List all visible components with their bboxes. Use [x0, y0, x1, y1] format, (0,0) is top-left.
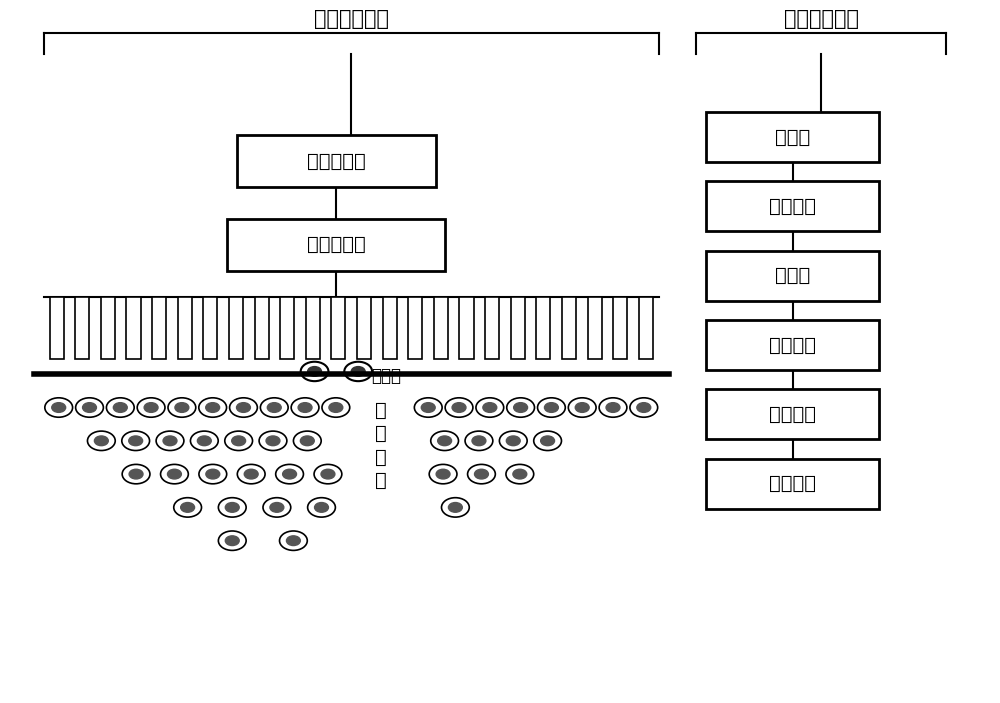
Circle shape [475, 469, 488, 479]
Circle shape [232, 436, 246, 446]
Bar [706, 320, 879, 370]
Circle shape [283, 469, 297, 479]
Circle shape [315, 503, 328, 512]
Bar [536, 297, 550, 359]
Circle shape [225, 503, 239, 512]
Text: 数据转换: 数据转换 [769, 197, 816, 216]
Bar [229, 297, 243, 359]
Circle shape [266, 436, 280, 446]
Bar [639, 297, 653, 359]
Bar [75, 297, 89, 359]
Circle shape [472, 436, 486, 446]
Bar [178, 297, 192, 359]
Bar [588, 297, 602, 359]
Text: 预处理: 预处理 [775, 266, 810, 285]
Text: 电极转换器: 电极转换器 [307, 235, 366, 254]
Bar [459, 297, 474, 359]
Bar [706, 459, 879, 509]
Circle shape [197, 436, 211, 446]
Circle shape [329, 403, 343, 413]
Text: 二维反演: 二维反演 [769, 405, 816, 424]
Bar [101, 297, 115, 359]
Circle shape [129, 469, 143, 479]
Bar [511, 297, 525, 359]
Text: 电极系: 电极系 [371, 367, 401, 385]
Circle shape [637, 403, 651, 413]
Bar [126, 297, 141, 359]
Circle shape [167, 469, 181, 479]
Circle shape [244, 469, 258, 479]
Bar [383, 297, 397, 359]
Bar [706, 251, 879, 301]
Circle shape [308, 366, 322, 376]
Bar [357, 297, 371, 359]
Text: 计算机: 计算机 [775, 127, 810, 146]
Circle shape [163, 436, 177, 446]
Bar [562, 297, 576, 359]
Circle shape [514, 403, 528, 413]
Bar [613, 297, 627, 359]
Circle shape [541, 436, 555, 446]
Circle shape [421, 403, 435, 413]
Text: 解释成图: 解释成图 [769, 475, 816, 494]
Text: 数据处理部分: 数据处理部分 [784, 10, 859, 30]
Bar [485, 297, 499, 359]
Circle shape [83, 403, 96, 413]
Circle shape [448, 503, 462, 512]
Bar [408, 297, 422, 359]
Circle shape [506, 436, 520, 446]
Circle shape [606, 403, 620, 413]
Circle shape [483, 403, 497, 413]
Circle shape [298, 403, 312, 413]
Circle shape [300, 436, 314, 446]
Circle shape [438, 436, 452, 446]
Text: 高密度主机: 高密度主机 [307, 152, 366, 171]
Circle shape [267, 403, 281, 413]
Circle shape [144, 403, 158, 413]
Bar [237, 135, 436, 187]
Text: 地形校正: 地形校正 [769, 335, 816, 354]
Text: 测
量
断
面: 测 量 断 面 [375, 401, 387, 490]
Bar [434, 297, 448, 359]
Bar [50, 297, 64, 359]
Circle shape [544, 403, 558, 413]
Circle shape [270, 503, 284, 512]
Bar [706, 389, 879, 439]
Bar [331, 297, 345, 359]
Circle shape [436, 469, 450, 479]
Circle shape [237, 403, 250, 413]
Circle shape [52, 403, 66, 413]
Circle shape [113, 403, 127, 413]
Circle shape [286, 536, 300, 546]
Circle shape [225, 536, 239, 546]
Bar [152, 297, 166, 359]
Circle shape [129, 436, 143, 446]
Bar [255, 297, 269, 359]
Text: 数据采集部分: 数据采集部分 [314, 10, 389, 30]
Circle shape [206, 403, 220, 413]
Circle shape [513, 469, 527, 479]
Circle shape [351, 366, 365, 376]
Circle shape [206, 469, 220, 479]
Circle shape [452, 403, 466, 413]
Bar [203, 297, 217, 359]
Circle shape [181, 503, 195, 512]
Circle shape [94, 436, 108, 446]
Bar [706, 181, 879, 231]
Bar [706, 112, 879, 162]
Bar [280, 297, 294, 359]
Circle shape [175, 403, 189, 413]
Bar [306, 297, 320, 359]
Circle shape [575, 403, 589, 413]
Circle shape [321, 469, 335, 479]
Bar [227, 219, 445, 271]
